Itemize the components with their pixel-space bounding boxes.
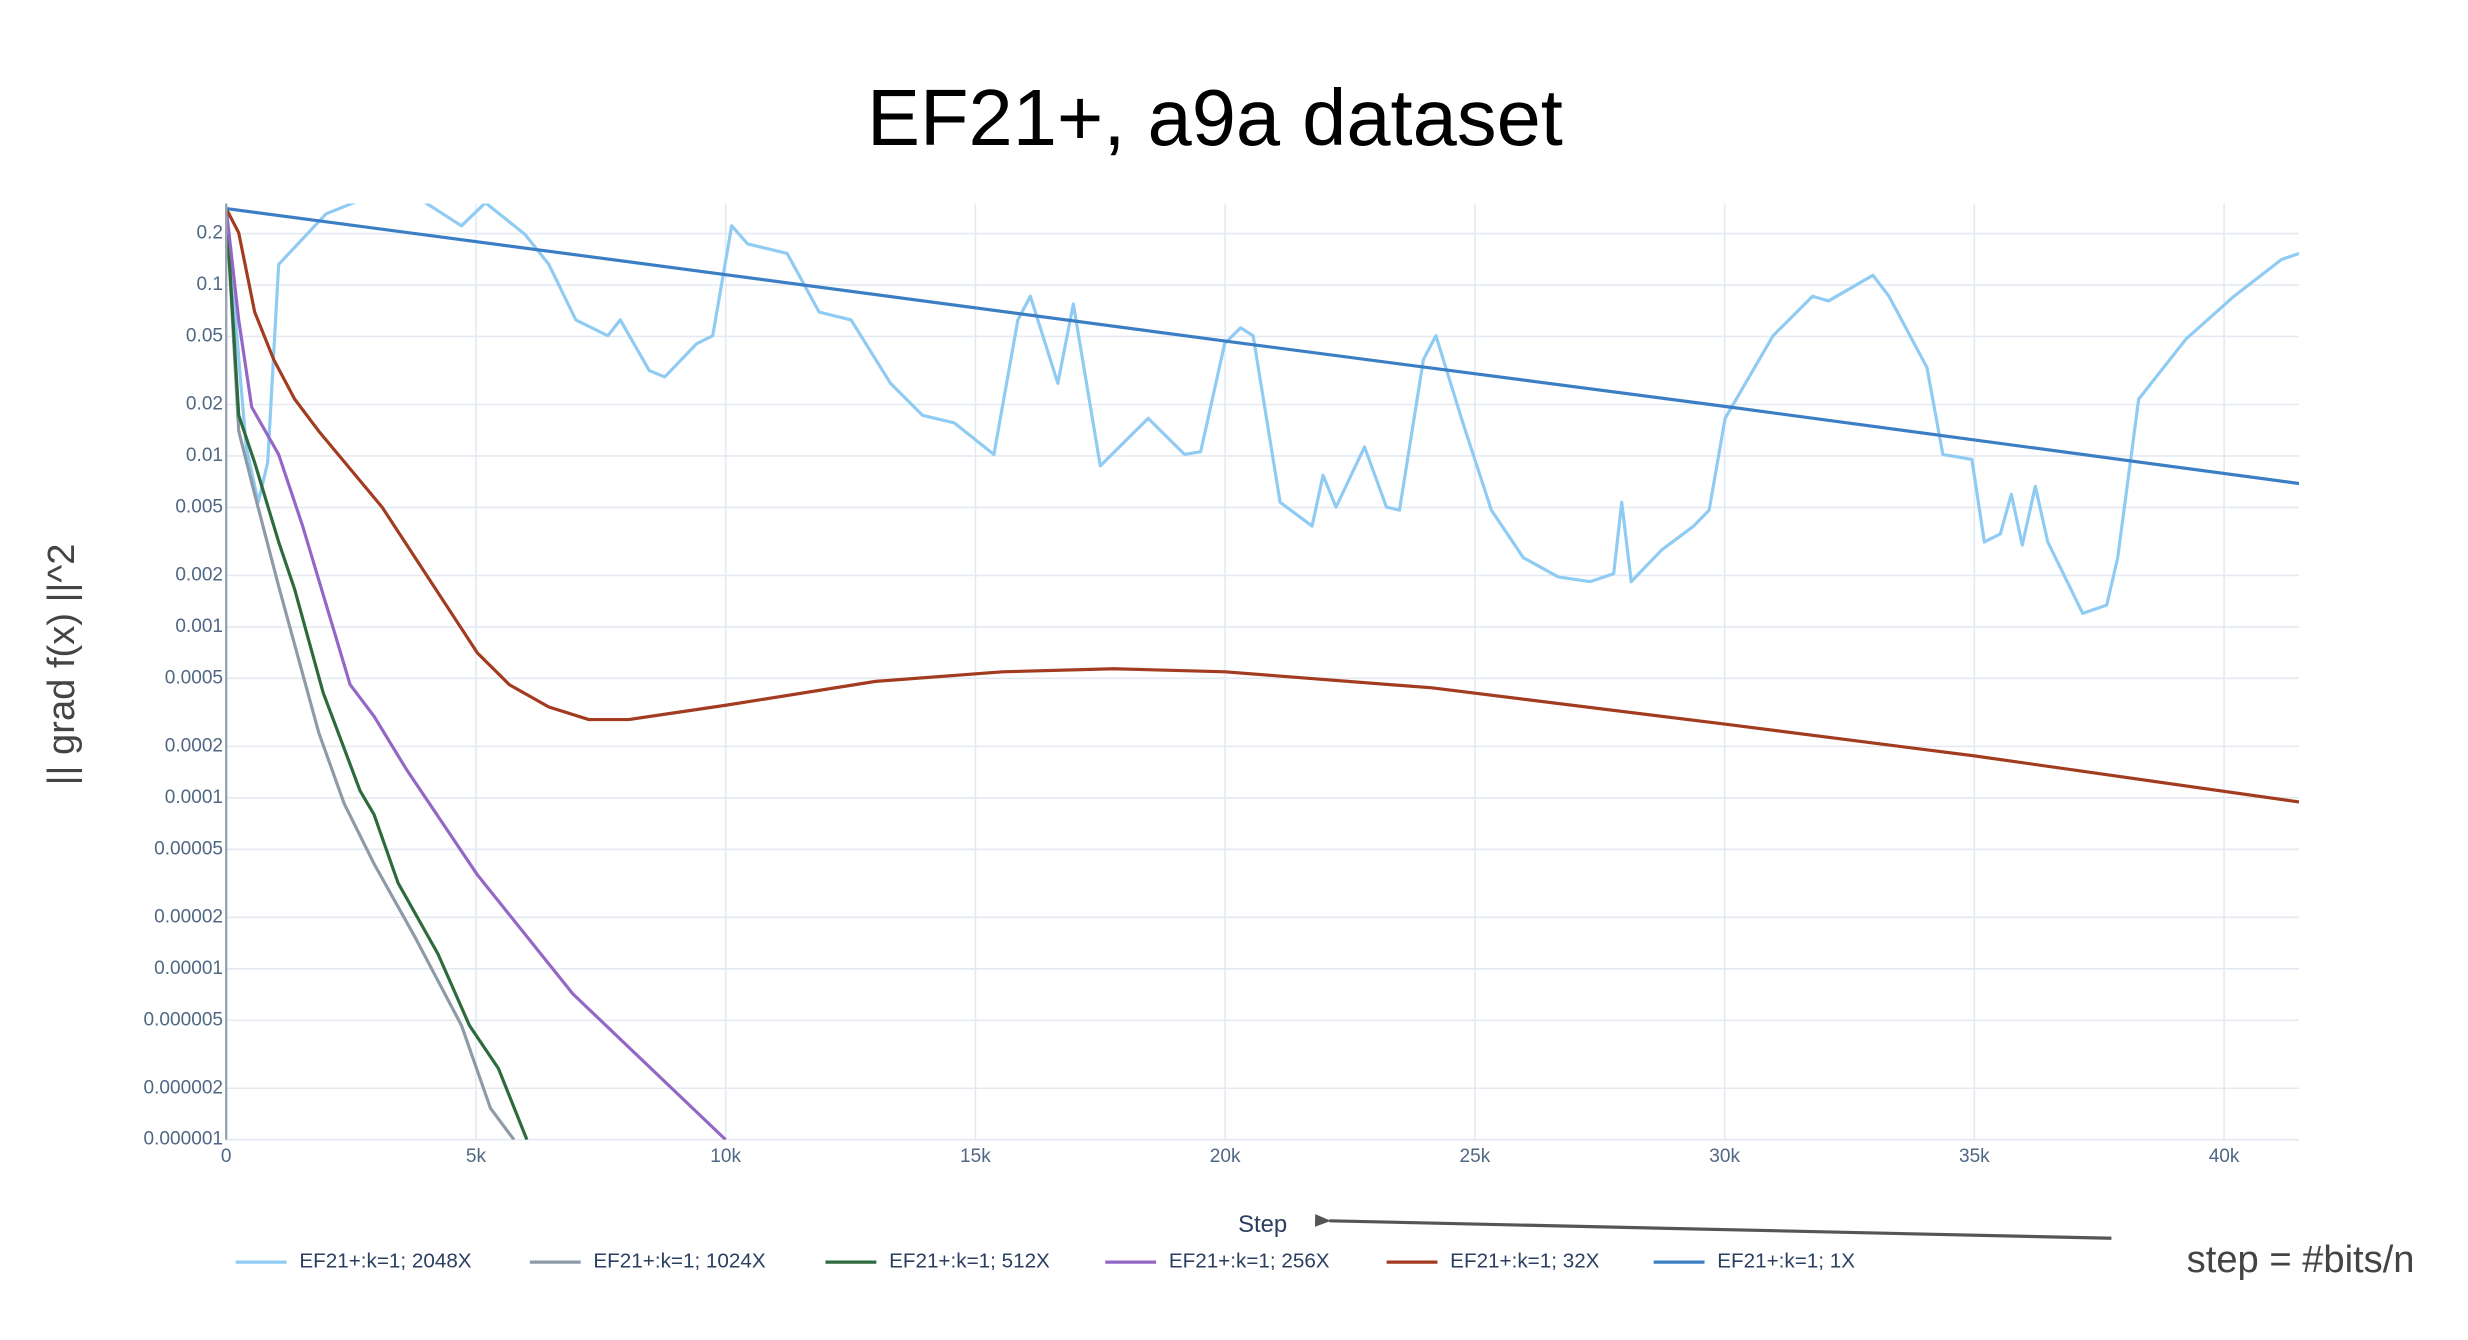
y-tick-label: 0.000001 (144, 1129, 224, 1150)
y-tick-label: 0.002 (175, 564, 223, 585)
series-line (226, 208, 727, 1140)
legend: EF21+:k=1; 2048X EF21+:k=1; 1024X EF21+:k=… (235, 1250, 1855, 1273)
grid (225, 203, 2300, 1141)
x-tick-label: 0 (221, 1146, 232, 1167)
legend-label: EF21+:k=1; 1024X (593, 1250, 765, 1273)
y-tick-label: 0.00005 (154, 838, 223, 859)
x-tick-label: 25k (1460, 1146, 1491, 1167)
x-tick-label: 30k (1709, 1146, 1740, 1167)
legend-label: EF21+:k=1; 256X (1169, 1250, 1330, 1273)
plot-area (226, 203, 2300, 1140)
series-line (226, 208, 529, 1140)
annotation-arrow (1314, 1214, 2112, 1240)
y-tick-label: 0.2 (197, 223, 223, 244)
legend-label: EF21+:k=1; 1X (1717, 1250, 1855, 1273)
y-tick-label: 0.01 (186, 445, 223, 466)
y-tick-label: 0.00001 (154, 958, 223, 979)
x-axis-label: Step (1238, 1211, 1287, 1238)
y-tick-label: 0.05 (186, 326, 223, 347)
series-line (226, 207, 2300, 486)
series-line (226, 208, 516, 1140)
y-tick-label: 0.0001 (165, 787, 223, 808)
y-tick-label: 0.005 (175, 496, 223, 517)
x-tick-label: 10k (710, 1146, 741, 1167)
y-tick-label: 0.02 (186, 394, 223, 415)
y-tick-label: 0.000005 (144, 1009, 224, 1030)
x-tick-label: 20k (1210, 1146, 1241, 1167)
y-axis-label: || grad f(x) ||^2 (40, 544, 83, 786)
legend-label: EF21+:k=1; 32X (1450, 1250, 1600, 1273)
x-tick-label: 15k (960, 1146, 991, 1167)
x-tick-label: 35k (1959, 1146, 1990, 1167)
series-line (226, 203, 2300, 615)
y-tick-label: 0.1 (197, 274, 223, 295)
y-tick-label: 0.000002 (144, 1077, 224, 1098)
x-tick-label: 5k (466, 1146, 487, 1167)
annotation: step = #bits/n (2187, 1238, 2415, 1281)
y-tick-label: 0.00002 (154, 906, 223, 927)
legend-label: EF21+:k=1; 512X (889, 1250, 1050, 1273)
chart-title: EF21+, a9a dataset (867, 73, 1563, 162)
y-tick-label: 0.0005 (165, 667, 223, 688)
legend-label: EF21+:k=1; 2048X (299, 1250, 471, 1273)
ticks: 0.2 0.1 0.05 0.02 0.01 0.005 0.002 0.001 0.0005 0… (144, 223, 2240, 1168)
series-line (226, 207, 2300, 804)
y-tick-label: 0.001 (175, 616, 223, 637)
y-tick-label: 0.0002 (165, 735, 223, 756)
x-tick-label: 40k (2209, 1146, 2240, 1167)
